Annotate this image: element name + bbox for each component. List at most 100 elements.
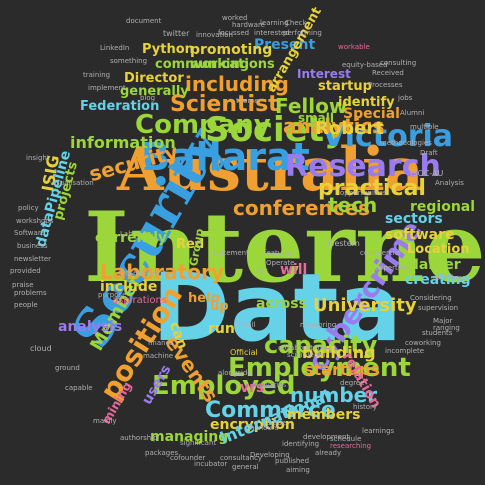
- word-building: building: [302, 343, 376, 362]
- word-incomplete: incomplete: [385, 347, 425, 355]
- word-significant: significant: [180, 439, 217, 447]
- word-people: people: [14, 301, 38, 309]
- word-problems: problems: [14, 289, 47, 297]
- word-software: software: [385, 227, 455, 243]
- word-software-cap: Software: [14, 229, 45, 237]
- word-coworking: coworking: [405, 339, 441, 347]
- word-theme: theme: [236, 97, 259, 105]
- word-employment: Employment: [228, 353, 411, 383]
- word-cofounder: cofounder: [170, 454, 206, 462]
- word-scikit-learn: scikit-learn: [287, 351, 326, 359]
- word-business: business: [17, 242, 48, 250]
- word-innovation: innovation: [196, 31, 233, 39]
- word-special: Special: [343, 106, 400, 122]
- word-including: including: [185, 72, 289, 96]
- word-hardware: hardware: [232, 21, 265, 29]
- word-help: help: [188, 291, 220, 306]
- word-communications: communications: [155, 57, 275, 72]
- word-data: Data: [152, 254, 402, 363]
- word-regional: regional: [410, 199, 476, 215]
- word-isoc-au: ISOC-AU: [410, 169, 444, 178]
- word-linkedin: LinkedIn: [100, 44, 130, 52]
- word-schedule: schedule: [330, 435, 362, 443]
- word-ground: ground: [55, 364, 80, 372]
- word-degree: degree: [340, 379, 365, 387]
- word-working: working: [190, 57, 250, 72]
- word-workshops: workshops: [16, 217, 54, 225]
- word-consulting: consulting: [380, 59, 417, 67]
- word-creating: creating: [405, 272, 471, 288]
- word-opportunities: opportunities: [340, 189, 387, 197]
- word-presentations: presentations: [118, 269, 166, 277]
- word-mainly: mainly: [93, 417, 117, 425]
- word-packages: packages: [145, 449, 179, 457]
- word-authorship: authorship: [120, 434, 158, 442]
- word-interest: Interest: [297, 67, 351, 81]
- word-internet: Internet: [84, 191, 485, 304]
- word-meetings: meetings: [433, 274, 466, 282]
- word-include: include: [100, 279, 158, 295]
- word-robert: Robert: [315, 118, 384, 139]
- word-provided: provided: [10, 267, 41, 275]
- word-vrs: vrs: [240, 380, 265, 396]
- word-capable: capable: [65, 384, 93, 392]
- word-visualisation: visualisation: [50, 179, 94, 187]
- word-ballarat: Ballarat: [141, 135, 310, 179]
- word-alongside: alongside: [218, 369, 252, 377]
- word-methodologies: methodologies: [380, 139, 432, 147]
- word-western: Western: [327, 239, 360, 248]
- word-published: published: [275, 457, 310, 465]
- word-generally: generally: [120, 84, 189, 99]
- word-small-cap: Small: [236, 321, 256, 329]
- word-draft: Draft: [420, 149, 438, 157]
- word-director: Director: [124, 71, 184, 86]
- word-laboratory: Laboratory: [100, 260, 224, 284]
- word-alumni: Alumni: [400, 109, 425, 117]
- word-commercial: commercial: [360, 249, 401, 257]
- word-python: Python: [142, 42, 194, 57]
- word-marker: Marker: [405, 257, 461, 273]
- word-implement: implement: [88, 84, 126, 92]
- word-federation: Federation: [80, 99, 160, 114]
- word-processes: Processes: [368, 81, 403, 89]
- word-check: Check: [285, 19, 307, 27]
- word-performing: performing: [283, 29, 322, 37]
- word-equity-based: equity-based: [342, 61, 388, 69]
- word-society: Society: [205, 110, 347, 150]
- word-workable: workable: [338, 43, 370, 51]
- word-members: members: [287, 407, 361, 423]
- word-run: run: [208, 321, 235, 337]
- word-document: document: [126, 17, 162, 25]
- word-across: across: [256, 296, 307, 312]
- word-developing: Developing: [250, 451, 290, 459]
- word-analytics: analytics: [283, 114, 385, 138]
- word-machine: machine: [143, 352, 174, 360]
- word-insight: insight: [26, 154, 50, 162]
- word-identify: identify: [338, 95, 395, 110]
- word-purpose: purpose: [98, 291, 127, 299]
- word-learnings: learnings: [362, 427, 395, 435]
- word-received: Received: [372, 69, 404, 77]
- word-aspirations: aspirations: [112, 295, 168, 306]
- word-newsletter: newsletter: [14, 255, 52, 263]
- word-policy: policy: [18, 204, 39, 212]
- word-number: number: [290, 383, 378, 407]
- word-red: Red: [176, 237, 205, 252]
- word-praise: praise: [12, 281, 34, 289]
- word-practical: practical: [318, 176, 426, 201]
- word-yes: yes: [256, 267, 269, 275]
- word-conferences: conferences: [233, 196, 371, 220]
- word-incubator: incubator: [194, 460, 228, 468]
- word-startups: startups: [304, 360, 380, 379]
- word-worked: worked: [222, 14, 248, 22]
- word-employed: Employed: [152, 371, 296, 401]
- word-considering: Considering: [410, 294, 452, 302]
- word-encryption: encryption: [210, 417, 295, 433]
- word-company: Company: [135, 110, 271, 140]
- word-honours: honours: [250, 424, 279, 432]
- word-operate: Operate: [266, 259, 295, 267]
- word-fellow: Fellow: [275, 94, 348, 118]
- word-aiming: aiming: [286, 466, 310, 474]
- word-scientist: Scientist: [170, 92, 279, 117]
